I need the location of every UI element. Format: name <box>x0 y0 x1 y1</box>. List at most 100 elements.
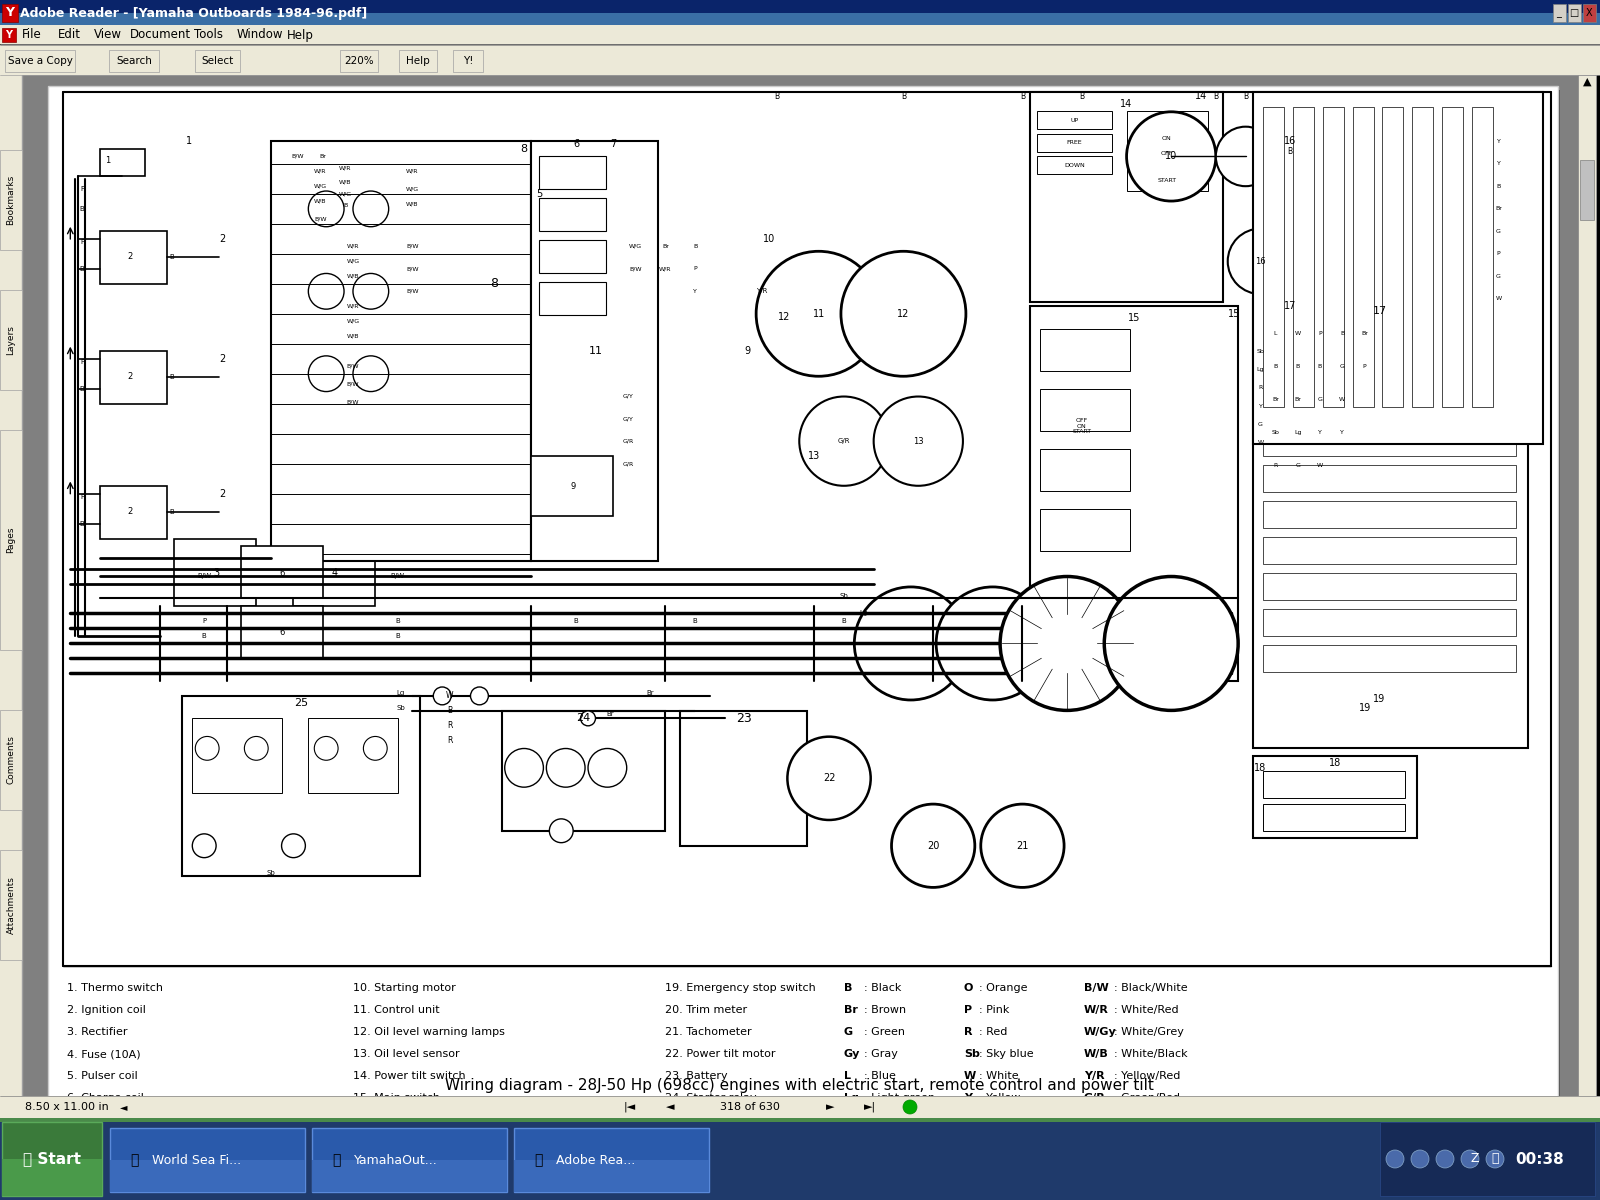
Bar <box>1264 574 1517 600</box>
Text: : Sky blue: : Sky blue <box>979 1049 1034 1060</box>
Circle shape <box>1104 576 1238 710</box>
Circle shape <box>874 396 963 486</box>
Text: 10: 10 <box>1165 151 1178 162</box>
Text: Sb: Sb <box>963 1049 979 1060</box>
Text: B/W: B/W <box>406 266 419 271</box>
Text: 25: 25 <box>294 698 307 708</box>
Bar <box>1040 329 1130 371</box>
Bar <box>1554 4 1566 22</box>
Text: B/W: B/W <box>1083 983 1109 994</box>
Text: Br: Br <box>646 690 654 696</box>
Text: B: B <box>574 618 579 624</box>
Text: Br: Br <box>1494 206 1502 211</box>
Text: B: B <box>202 632 206 638</box>
Text: 25. Power tilt relay: 25. Power tilt relay <box>666 1115 770 1126</box>
Bar <box>1037 134 1112 152</box>
Text: P: P <box>1318 331 1322 336</box>
Bar <box>0 74 22 1118</box>
Circle shape <box>546 749 586 787</box>
Text: P: P <box>80 239 85 245</box>
Text: 8: 8 <box>520 144 528 154</box>
Circle shape <box>787 737 870 820</box>
Bar <box>1472 107 1493 407</box>
Text: YamahaOut...: YamahaOut... <box>354 1153 438 1166</box>
Text: 16. Buzzer: 16. Buzzer <box>354 1115 413 1126</box>
Text: Y: Y <box>693 289 698 294</box>
Text: W/R: W/R <box>314 169 326 174</box>
Bar <box>1040 449 1130 491</box>
Text: Br: Br <box>843 1006 858 1015</box>
Text: 22: 22 <box>822 773 835 784</box>
Text: 🌊: 🌊 <box>130 1153 138 1166</box>
Text: 2. Ignition coil: 2. Ignition coil <box>67 1006 146 1015</box>
Bar <box>1264 538 1517 564</box>
Text: Y: Y <box>1318 430 1322 434</box>
Text: 2: 2 <box>126 252 133 262</box>
Circle shape <box>470 686 488 704</box>
Circle shape <box>282 834 306 858</box>
Bar <box>0 0 1600 25</box>
Text: 17: 17 <box>1373 306 1387 316</box>
Text: 18: 18 <box>1328 758 1341 768</box>
Text: : Yellow: : Yellow <box>979 1093 1021 1103</box>
Text: 6: 6 <box>573 139 579 150</box>
Text: B: B <box>170 373 174 379</box>
Bar <box>312 1160 507 1192</box>
Circle shape <box>581 710 595 726</box>
Bar <box>1568 4 1581 22</box>
Text: Lg: Lg <box>859 611 867 617</box>
Bar <box>1323 107 1344 407</box>
Text: 8: 8 <box>490 277 498 290</box>
Text: W: W <box>1496 296 1501 301</box>
Circle shape <box>854 587 968 700</box>
Bar <box>453 50 483 72</box>
Bar <box>1264 358 1517 384</box>
Text: Save a Copy: Save a Copy <box>8 56 72 66</box>
Text: 7: 7 <box>610 139 616 150</box>
Text: P: P <box>1363 364 1366 368</box>
Text: W/G: W/G <box>347 259 360 264</box>
Text: UP: UP <box>1070 118 1078 122</box>
Bar <box>101 149 144 176</box>
Bar <box>1293 107 1314 407</box>
Bar <box>1264 502 1517 528</box>
Text: W/B: W/B <box>1083 1049 1109 1060</box>
Text: 18: 18 <box>1254 763 1267 773</box>
Text: 6: 6 <box>278 569 285 577</box>
Circle shape <box>936 587 1050 700</box>
Text: P: P <box>80 186 85 192</box>
Bar <box>1253 92 1542 444</box>
Text: 5. Pulser coil: 5. Pulser coil <box>67 1072 138 1081</box>
Circle shape <box>309 191 344 227</box>
Text: B: B <box>395 618 400 624</box>
Text: Br: Br <box>1272 397 1278 402</box>
Text: : Red: : Red <box>979 1027 1008 1037</box>
Text: B: B <box>1296 364 1299 368</box>
Text: B/W: B/W <box>629 266 642 271</box>
Text: W: W <box>1294 331 1301 336</box>
Text: 20. Trim meter: 20. Trim meter <box>666 1006 747 1015</box>
Text: Gy: Gy <box>843 1049 861 1060</box>
Circle shape <box>195 737 219 761</box>
Text: Pages: Pages <box>6 527 16 553</box>
Text: G: G <box>1296 463 1301 468</box>
Text: 5: 5 <box>536 188 542 199</box>
Text: OFF: OFF <box>1160 151 1173 156</box>
Bar <box>531 456 613 516</box>
Text: _: _ <box>1557 8 1562 18</box>
Text: 16: 16 <box>1285 137 1296 146</box>
Text: 7. Lighting coil: 7. Lighting coil <box>67 1115 149 1126</box>
Text: Br: Br <box>320 154 326 158</box>
Text: B/W: B/W <box>291 154 304 158</box>
Text: B/W: B/W <box>390 574 405 580</box>
Bar <box>0 850 22 960</box>
Bar <box>1379 1122 1595 1196</box>
Text: Adobe Rea...: Adobe Rea... <box>557 1153 635 1166</box>
Bar <box>1264 804 1405 830</box>
Text: Sb: Sb <box>840 593 848 599</box>
Text: 9. Choke solenoid: 9. Choke solenoid <box>67 1159 166 1169</box>
Text: 10: 10 <box>763 234 776 244</box>
Text: Z: Z <box>1470 1152 1480 1165</box>
Text: : Black: : Black <box>864 983 901 994</box>
Text: 21: 21 <box>1016 841 1029 851</box>
